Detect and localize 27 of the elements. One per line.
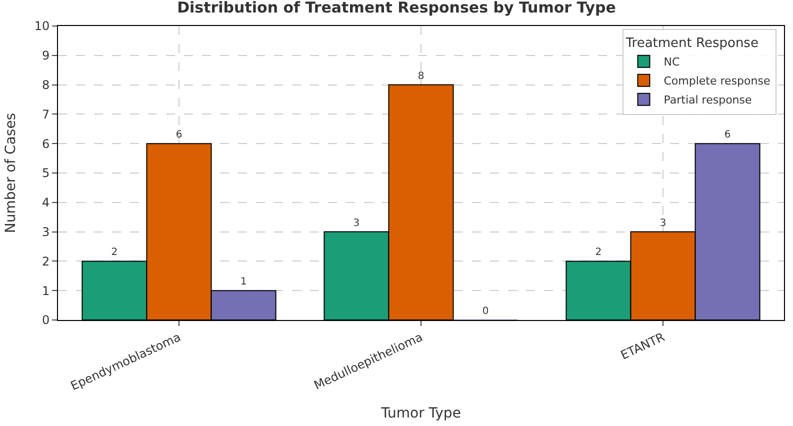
- y-tick-label: 0: [42, 313, 50, 328]
- data-label: 0: [482, 306, 489, 317]
- legend-label: Partial response: [664, 94, 752, 107]
- y-tick-label: 2: [42, 254, 50, 268]
- y-tick-label: 5: [42, 166, 50, 180]
- y-tick-label: 8: [42, 78, 50, 92]
- legend-label: NC: [664, 56, 680, 69]
- legend-label: Complete response: [664, 74, 770, 88]
- y-tick-label: 3: [42, 225, 50, 239]
- data-label: 3: [353, 218, 360, 229]
- data-label: 3: [660, 218, 666, 229]
- data-label: 2: [111, 247, 118, 258]
- data-label: 8: [418, 70, 424, 82]
- data-label: 2: [595, 247, 602, 258]
- y-tick-label: 7: [42, 107, 50, 122]
- y-tick-label: 4: [42, 196, 50, 210]
- y-tick-label: 10: [34, 19, 50, 34]
- y-tick-label: 6: [42, 136, 50, 151]
- data-label: 6: [724, 130, 731, 141]
- y-axis-title: Number of Cases: [2, 112, 19, 234]
- y-tick-label: 9: [42, 48, 50, 63]
- x-axis-title: Tumor Type: [380, 405, 461, 422]
- data-label: 1: [240, 276, 247, 288]
- chart-title: Distribution of Treatment Responses by Tumor Type: [177, 0, 616, 17]
- data-label: 6: [176, 130, 182, 141]
- y-tick-label: 1: [42, 284, 50, 298]
- legend-title: Treatment Response: [624, 36, 758, 51]
